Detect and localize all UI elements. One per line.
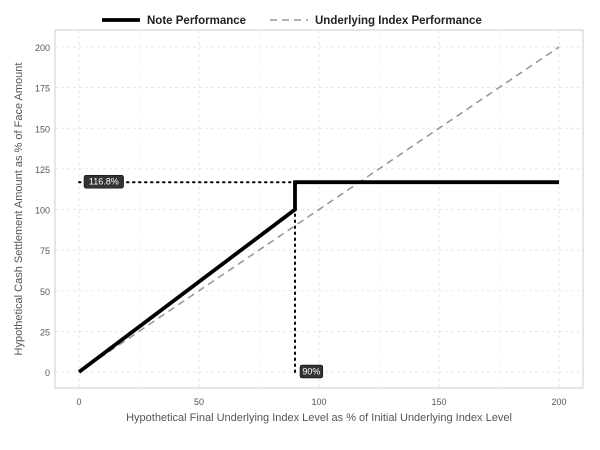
y-tick-label: 75 — [40, 246, 50, 256]
x-tick-label: 200 — [551, 397, 566, 407]
callout-box — [83, 174, 124, 189]
legend-label: Note Performance — [147, 15, 246, 27]
reference-lines — [78, 181, 296, 373]
x-axis-title: Hypothetical Final Underlying Index Leve… — [126, 412, 512, 424]
callout-label: 90% — [302, 367, 320, 377]
y-tick-label: 100 — [35, 206, 50, 216]
x-tick-label: 50 — [194, 397, 204, 407]
x-tick-label: 150 — [431, 397, 446, 407]
y-tick-label: 150 — [35, 124, 50, 134]
callout-label: 116.8% — [89, 177, 119, 187]
y-tick-label: 175 — [35, 84, 50, 94]
tick-labels: 0 50 100 150 200 0 25 50 75 100 125 150 175 200 — [35, 43, 567, 407]
y-tick-label: 25 — [40, 327, 50, 337]
y-tick-label: 0 — [45, 368, 50, 378]
note-performance-line — [77, 180, 559, 374]
y-tick-label: 125 — [35, 165, 50, 175]
callout-box — [299, 364, 324, 379]
series-layer — [77, 46, 560, 374]
x-tick-label: 0 — [76, 397, 81, 407]
y-axis-title: Hypothetical Cash Settlement Amount as %… — [13, 63, 25, 356]
legend-label: Underlying Index Performance — [315, 15, 482, 27]
annotations: 116.8% 90% — [83, 174, 324, 379]
legend: Note Performance Underlying Index Perform… — [102, 15, 482, 27]
y-tick-label: 200 — [35, 43, 50, 53]
underlying-index-performance-line — [78, 46, 560, 373]
x-tick-label: 100 — [311, 397, 326, 407]
y-tick-label: 50 — [40, 287, 50, 297]
